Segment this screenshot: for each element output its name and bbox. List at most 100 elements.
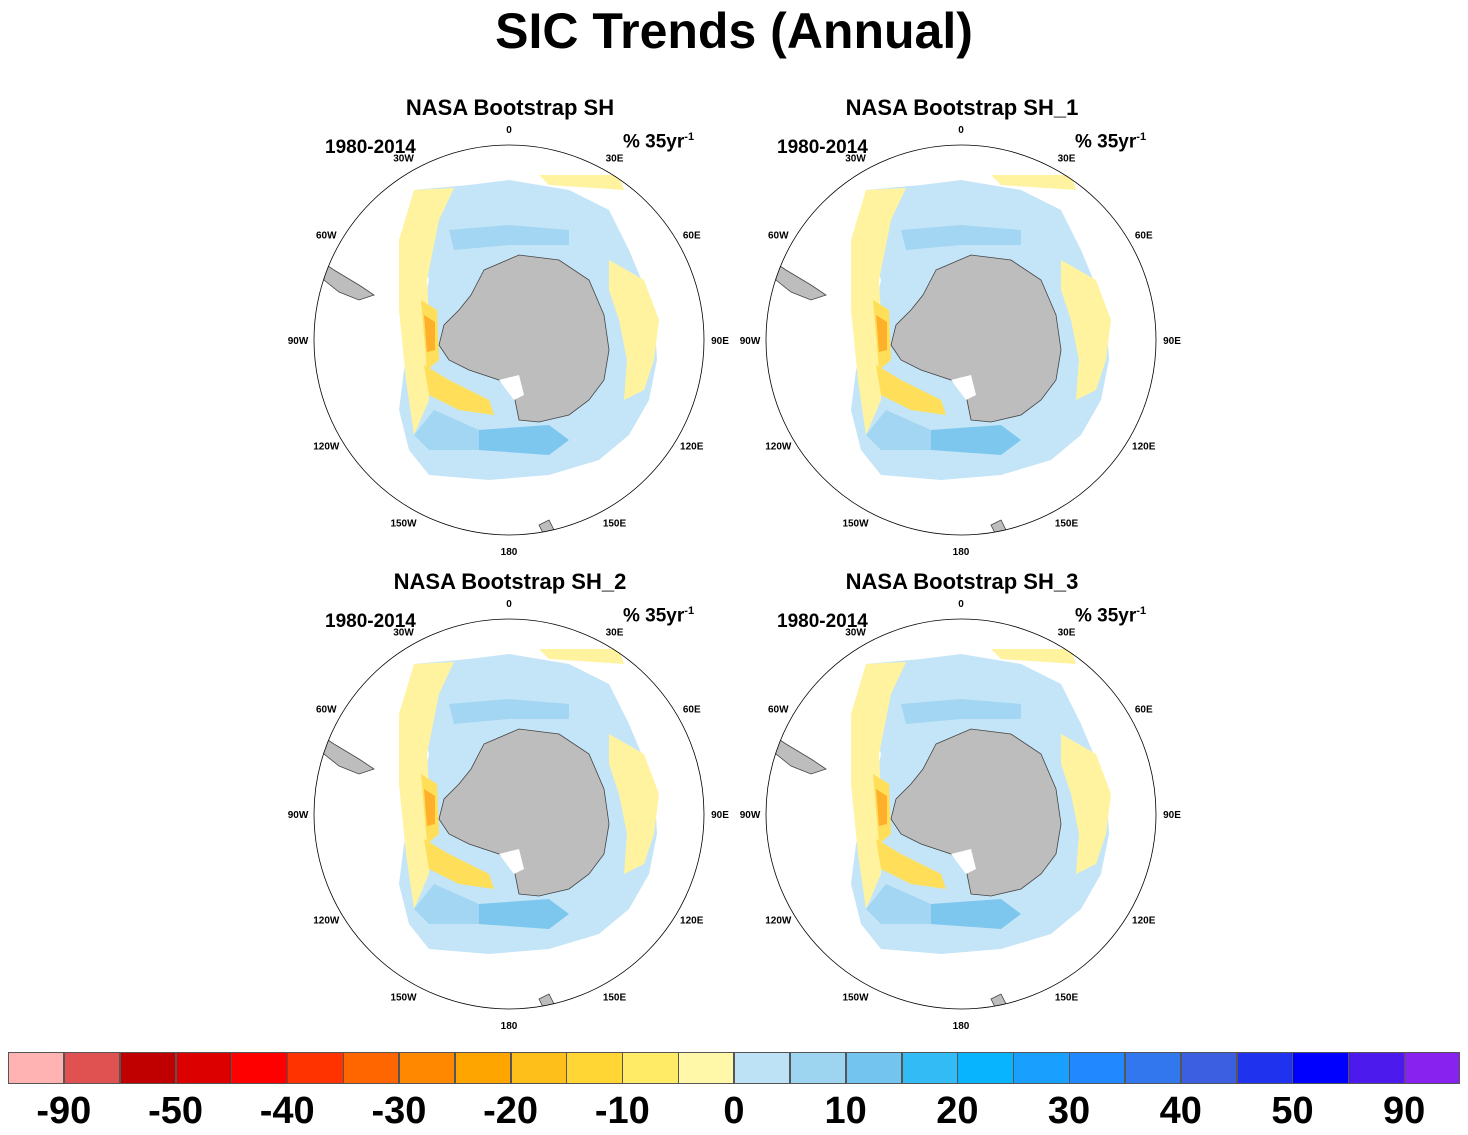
colorbar-label: -40 bbox=[259, 1090, 315, 1132]
colorbar-label: -10 bbox=[594, 1090, 650, 1132]
colorbar-swatch bbox=[398, 1052, 456, 1084]
island-land bbox=[538, 993, 555, 1009]
ice-shelf bbox=[499, 849, 524, 874]
sea-ice-decline-region bbox=[424, 365, 494, 415]
colorbar-label: 90 bbox=[1383, 1090, 1426, 1132]
map-panel: NASA Bootstrap SH 1980-2014 % 35yr-1 0 30… bbox=[288, 95, 730, 565]
colorbar-swatch bbox=[231, 1052, 288, 1084]
longitude-label: 120E bbox=[1132, 442, 1156, 453]
units-label: % 35yr-1 bbox=[623, 605, 695, 627]
sea-ice-decline-region bbox=[876, 789, 887, 826]
sea-ice-gain-region bbox=[479, 899, 569, 929]
map-panel: NASA Bootstrap SH_1 1980-2014 % 35yr-1 0… bbox=[740, 95, 1182, 565]
longitude-label: 60W bbox=[768, 705, 789, 716]
longitude-label: 30E bbox=[606, 627, 624, 638]
colorbar-swatch bbox=[901, 1052, 958, 1084]
colorbar-swatch bbox=[845, 1052, 903, 1084]
colorbar-swatch bbox=[175, 1052, 232, 1084]
south-america-land bbox=[318, 733, 375, 775]
longitude-label: 60W bbox=[768, 231, 789, 242]
panel-title: NASA Bootstrap SH bbox=[405, 95, 615, 120]
longitude-label: 120W bbox=[765, 442, 792, 453]
period-label: 1980-2014 bbox=[777, 611, 868, 632]
sea-ice-gain-region bbox=[931, 899, 1021, 929]
sea-ice-gain-region bbox=[901, 225, 1021, 250]
colorbar-label: 30 bbox=[1047, 1090, 1091, 1132]
colorbar-label: 10 bbox=[824, 1090, 867, 1132]
antarctica-land bbox=[890, 728, 1062, 897]
units-label: % 35yr-1 bbox=[1075, 605, 1147, 627]
map-panel: NASA Bootstrap SH_3 1980-2014 % 35yr-1 0… bbox=[740, 569, 1182, 1039]
south-america-land bbox=[770, 259, 827, 301]
south-america-land bbox=[318, 259, 375, 301]
map-boundary bbox=[313, 144, 705, 536]
sea-ice-decline-region bbox=[1061, 734, 1111, 874]
longitude-label: 0 bbox=[506, 125, 512, 136]
sea-ice-gain-region bbox=[931, 425, 1021, 455]
sea-ice-decline-region bbox=[539, 175, 624, 190]
colorbar-label: -20 bbox=[483, 1090, 539, 1132]
longitude-label: 90W bbox=[288, 336, 309, 347]
antarctica-land bbox=[890, 254, 1062, 423]
longitude-label: 120W bbox=[765, 916, 792, 927]
longitude-label: 120E bbox=[680, 442, 704, 453]
sea-ice-gain-region bbox=[479, 425, 569, 455]
map-boundary bbox=[765, 144, 1157, 536]
longitude-label: 90W bbox=[288, 810, 309, 821]
colorbar-swatch bbox=[1404, 1052, 1461, 1084]
longitude-label: 30E bbox=[1058, 153, 1076, 164]
longitude-label: 180 bbox=[501, 1021, 518, 1032]
colorbar-swatch bbox=[1292, 1052, 1349, 1084]
map-boundary bbox=[313, 618, 705, 1010]
sea-ice-decline-region bbox=[539, 649, 624, 664]
units-label: % 35yr-1 bbox=[1075, 131, 1147, 153]
longitude-label: 30W bbox=[845, 627, 866, 638]
longitude-label: 120W bbox=[313, 916, 340, 927]
colorbar-swatch bbox=[287, 1052, 344, 1084]
longitude-label: 60E bbox=[1135, 231, 1153, 242]
panel-title: NASA Bootstrap SH_3 bbox=[845, 569, 1079, 594]
colorbar-swatch bbox=[1013, 1052, 1070, 1084]
longitude-label: 150E bbox=[603, 519, 627, 530]
longitude-label: 60W bbox=[316, 705, 337, 716]
sea-ice-decline-region bbox=[424, 789, 435, 826]
island-land bbox=[990, 993, 1007, 1009]
polar-stereographic-map: 0 30E 60E 90E 120E 150E 180 150W 120W 90W 60W 30W bbox=[288, 599, 730, 1032]
polar-stereographic-map: 0 30E 60E 90E 120E 150E 180 150W 120W 90W 60W 30W bbox=[740, 125, 1182, 558]
sea-ice-decline-region bbox=[876, 315, 887, 352]
longitude-label: 120E bbox=[1132, 916, 1156, 927]
sea-ice-decline-region bbox=[609, 260, 659, 400]
map-panel: NASA Bootstrap SH_2 1980-2014 % 35yr-1 0… bbox=[288, 569, 730, 1039]
colorbar-label: 50 bbox=[1271, 1090, 1314, 1132]
colorbar-label: 20 bbox=[936, 1090, 979, 1132]
sea-ice-gain-region bbox=[449, 699, 569, 724]
longitude-label: 0 bbox=[506, 599, 512, 610]
longitude-label: 90W bbox=[740, 810, 761, 821]
colorbar-swatch bbox=[1124, 1052, 1182, 1084]
colorbar-swatch bbox=[1348, 1052, 1405, 1084]
sea-ice-decline-region bbox=[1061, 260, 1111, 400]
sea-ice-gain-region bbox=[449, 225, 569, 250]
colorbar-swatch bbox=[622, 1052, 679, 1084]
sea-ice-decline-region bbox=[424, 839, 494, 889]
longitude-label: 90E bbox=[711, 336, 729, 347]
antarctica-land bbox=[438, 728, 610, 897]
longitude-label: 60E bbox=[1135, 705, 1153, 716]
ice-shelf bbox=[951, 375, 976, 400]
colorbar-swatch bbox=[957, 1052, 1014, 1084]
longitude-label: 150W bbox=[842, 519, 869, 530]
sea-ice-gain-region bbox=[866, 884, 931, 924]
longitude-label: 30E bbox=[1058, 627, 1076, 638]
colorbar-swatch bbox=[1180, 1052, 1238, 1084]
longitude-label: 60E bbox=[683, 705, 701, 716]
period-label: 1980-2014 bbox=[777, 137, 868, 158]
panel-title: NASA Bootstrap SH_1 bbox=[845, 95, 1079, 120]
colorbar-label: -50 bbox=[148, 1090, 203, 1132]
longitude-label: 30W bbox=[393, 627, 414, 638]
period-label: 1980-2014 bbox=[325, 137, 416, 158]
sea-ice-decline-region bbox=[876, 365, 946, 415]
sea-ice-decline-region bbox=[876, 839, 946, 889]
sea-ice-gain-region bbox=[414, 884, 479, 924]
colorbar-swatch bbox=[566, 1052, 623, 1084]
colorbar-swatch bbox=[1069, 1052, 1126, 1084]
